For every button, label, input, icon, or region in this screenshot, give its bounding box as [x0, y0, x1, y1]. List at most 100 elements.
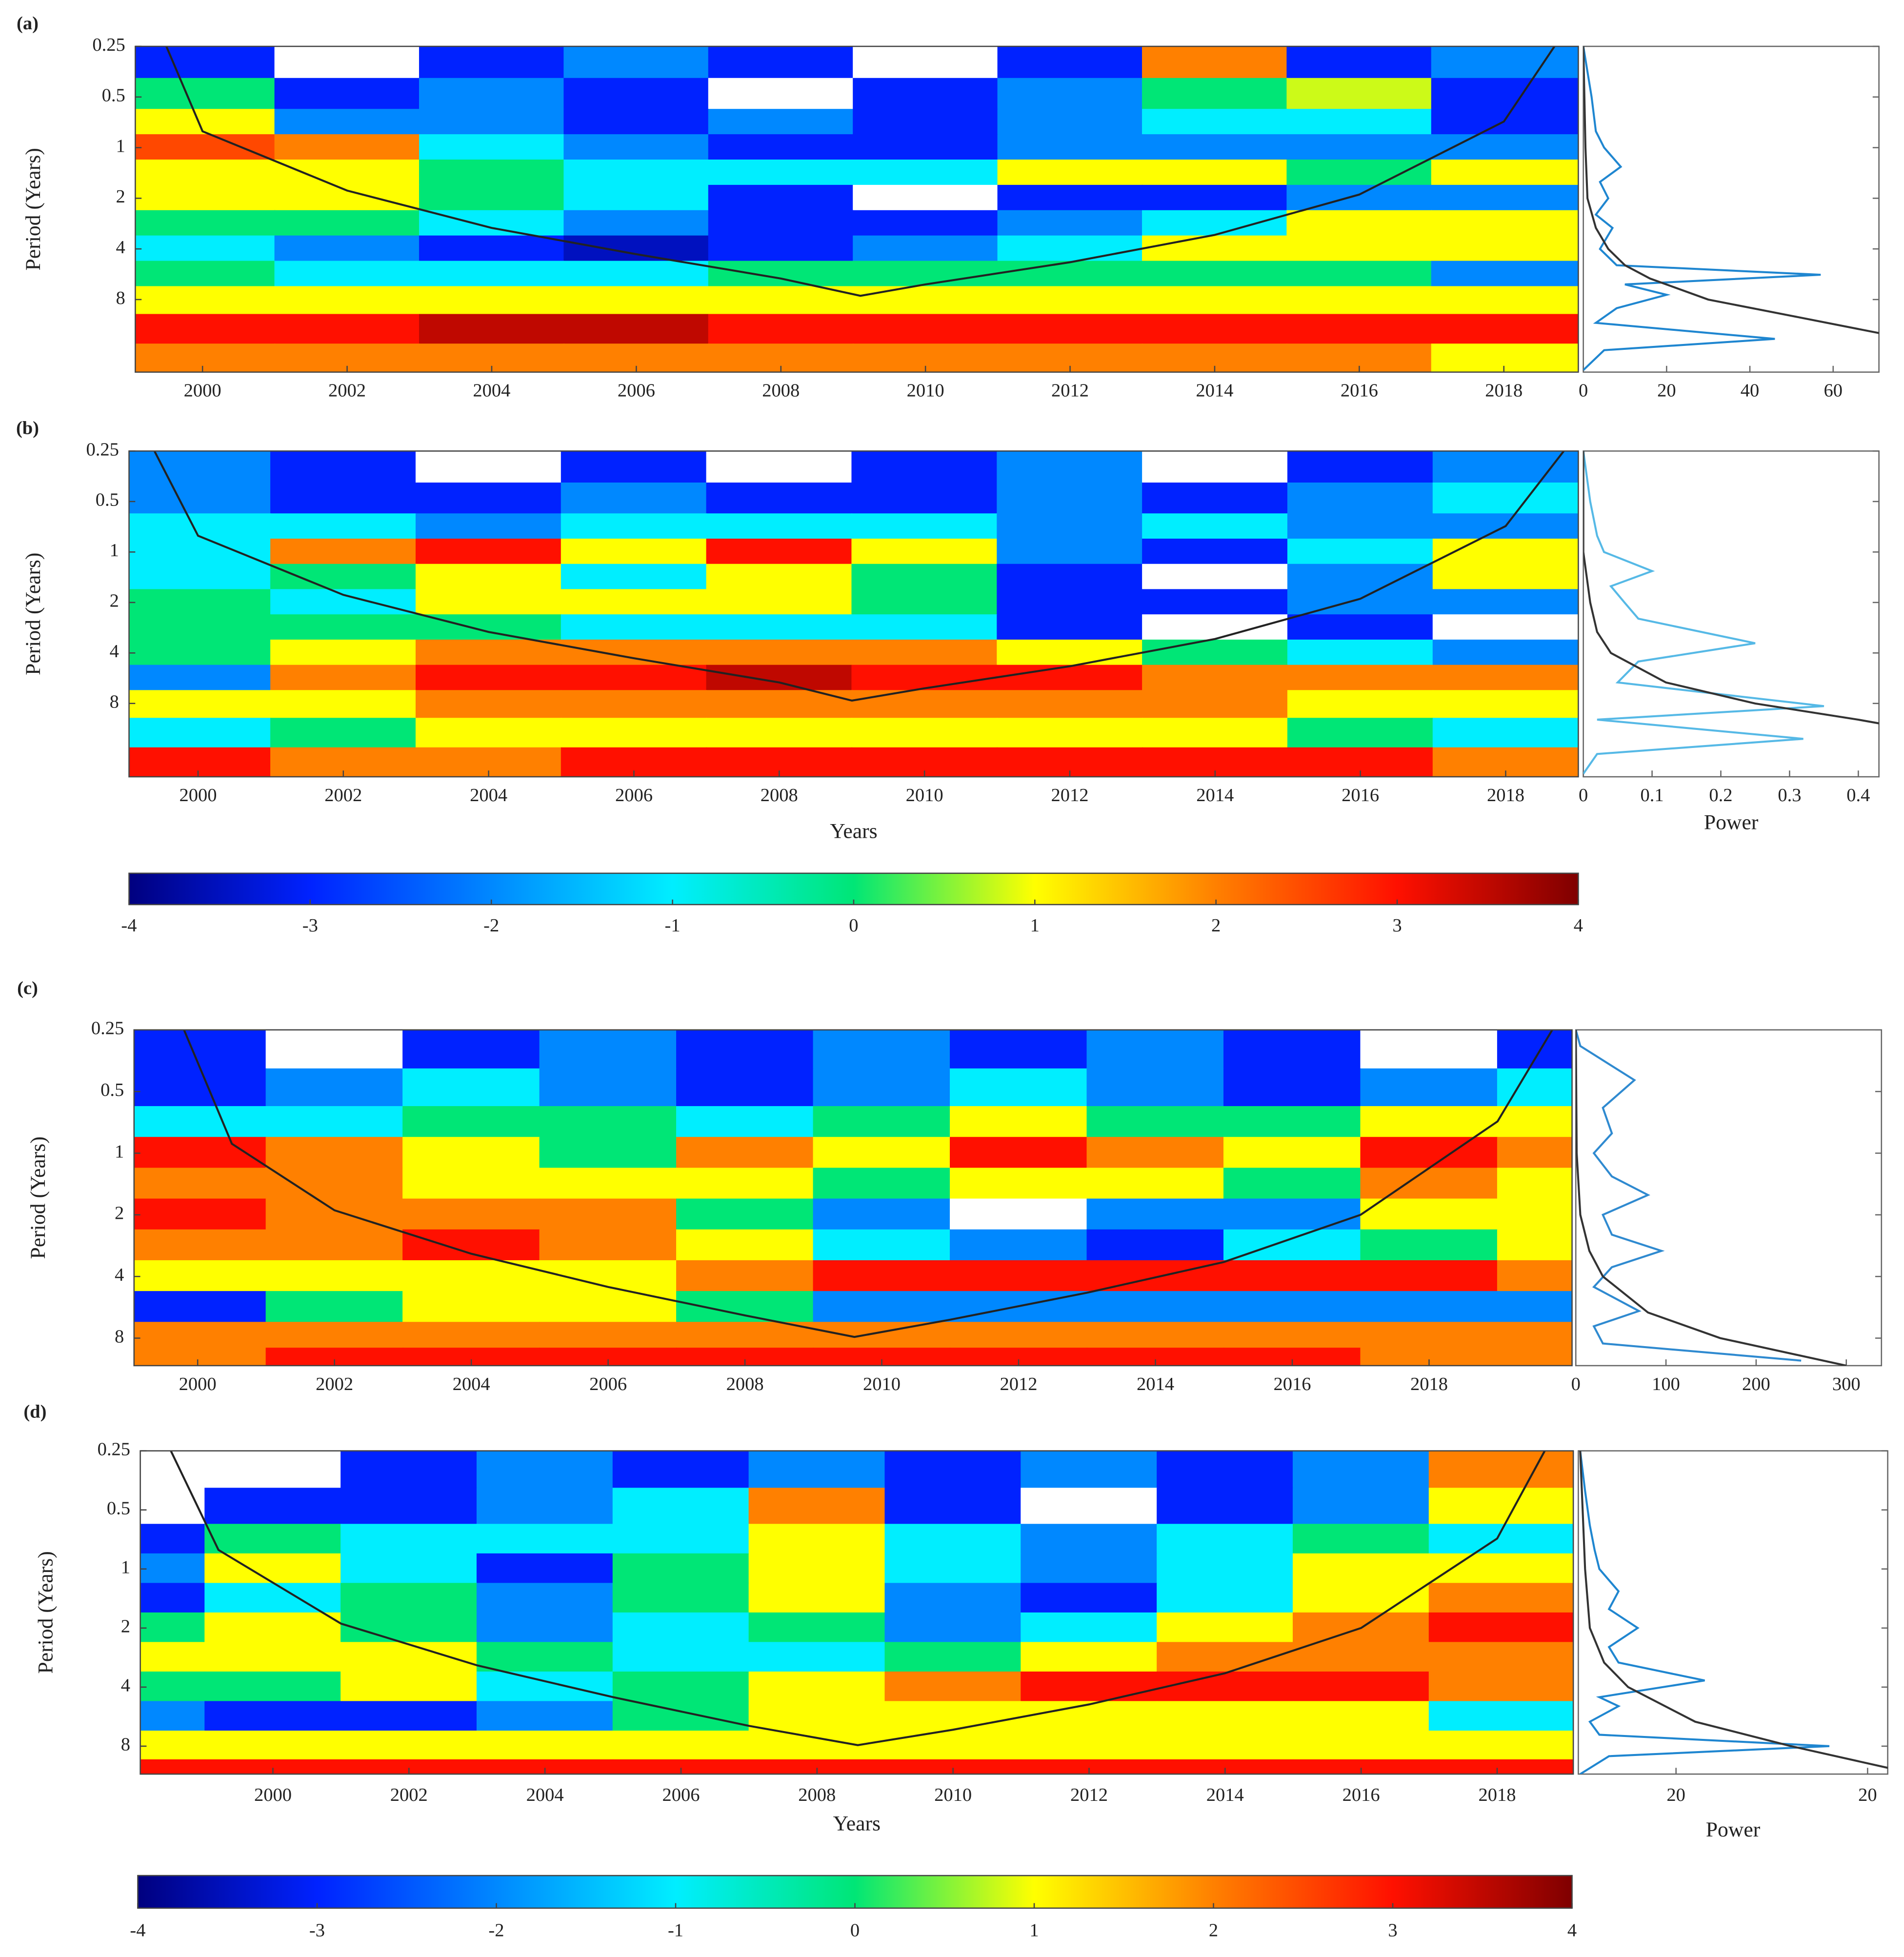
heatmap-cell: [274, 109, 420, 135]
heatmap-cell: [950, 1229, 1088, 1261]
heatmap-cell: [612, 1451, 750, 1489]
heatmap-cell: [1286, 46, 1432, 79]
heatmap-cell: [884, 1642, 1022, 1673]
heatmap-cell: [851, 718, 998, 748]
heatmap-cell: [341, 1730, 478, 1760]
x-tick-label: 2000: [179, 1374, 217, 1394]
heatmap-cell: [612, 1524, 750, 1554]
heatmap-cell: [135, 235, 276, 262]
heatmap-cell: [1223, 1229, 1361, 1261]
heatmap-cell: [813, 1291, 951, 1323]
heatmap-cell: [1428, 1642, 1574, 1673]
heatmap-cell: [129, 614, 271, 641]
heatmap-cell: [341, 1488, 478, 1525]
heatmap-cell: [140, 1488, 205, 1525]
heatmap-cell: [563, 78, 709, 110]
heatmap-cell: [1431, 261, 1579, 287]
heatmap-cell: [415, 639, 562, 666]
heatmap-cell: [1142, 589, 1288, 615]
heatmap-cell: [851, 451, 998, 484]
heatmap-cell: [884, 1671, 1022, 1702]
heatmap-cell: [1157, 1451, 1294, 1489]
x-tick-label: 2008: [798, 1785, 836, 1805]
heatmap-cell: [129, 451, 271, 484]
heatmap-cell: [419, 78, 564, 110]
heatmap-cell: [1432, 639, 1579, 666]
colorbar-tick-label: 4: [1567, 1920, 1577, 1940]
heatmap-cell: [134, 1168, 267, 1200]
heatmap-cell: [561, 513, 707, 540]
heatmap-cell: [1432, 538, 1579, 565]
heatmap-cell: [561, 451, 707, 484]
colorbar-tick-label: -4: [121, 915, 137, 936]
heatmap-cell: [853, 184, 999, 211]
heatmap-cell: [1432, 589, 1579, 615]
heatmap-cell: [1157, 1612, 1294, 1643]
heatmap-cell: [1142, 210, 1287, 237]
heatmap-cell: [1086, 1260, 1224, 1292]
heatmap-cell: [265, 1291, 403, 1323]
heatmap-cell: [884, 1524, 1022, 1554]
heatmap-cell: [129, 718, 271, 748]
x-tick-label: 2010: [863, 1374, 901, 1394]
x-tick-label: 2018: [1487, 785, 1524, 806]
heatmap-cell: [561, 718, 707, 748]
heatmap-cell: [135, 184, 276, 211]
x-tick-label: 2006: [618, 381, 655, 401]
y-tick-label: 8: [116, 288, 125, 308]
x-tick-label: 2016: [1273, 1374, 1311, 1394]
heatmap-cell: [135, 46, 276, 79]
x-axis-label: Years: [830, 820, 877, 843]
heatmap-cell: [997, 78, 1143, 110]
x-tick-label: 2006: [589, 1374, 627, 1394]
heatmap-cell: [476, 1671, 614, 1702]
heatmap-cell: [676, 1291, 814, 1323]
heatmap-cell: [265, 1106, 403, 1138]
power-tick-label: 0.1: [1641, 785, 1664, 806]
significance-line: [1583, 46, 1879, 334]
heatmap-cell: [748, 1730, 885, 1760]
panel-label: (b): [16, 418, 39, 439]
heatmap-cell: [1431, 109, 1579, 135]
wavelet-power-map: [129, 451, 1579, 777]
heatmap-cell: [1086, 1198, 1224, 1231]
heatmap-cell: [813, 1029, 951, 1069]
heatmap-cell: [884, 1730, 1022, 1760]
x-tick-label: 2004: [453, 1374, 490, 1394]
heatmap-cell: [1021, 1583, 1158, 1614]
heatmap-cell: [402, 1029, 541, 1069]
heatmap-cell: [563, 286, 709, 315]
heatmap-cell: [402, 1068, 541, 1107]
heatmap-cell: [1223, 1029, 1361, 1069]
x-tick-label: 2014: [1196, 381, 1233, 401]
x-tick-label: 2002: [316, 1374, 353, 1394]
heatmap-cell: [539, 1198, 677, 1231]
heatmap-cell: [997, 184, 1143, 211]
heatmap-cell: [851, 639, 998, 666]
heatmap-cell: [1086, 1137, 1224, 1169]
x-tick-label: 2018: [1410, 1374, 1448, 1394]
heatmap-cell: [1286, 184, 1432, 211]
heatmap-cell: [140, 1701, 205, 1732]
heatmap-cell: [270, 690, 417, 719]
y-axis-label: Period (Years): [21, 553, 45, 675]
heatmap-cell: [129, 665, 271, 691]
y-axis-label: Period (Years): [21, 148, 45, 270]
heatmap-cell: [1360, 1322, 1498, 1349]
heatmap-cell: [270, 451, 417, 484]
significance-line: [1583, 451, 1879, 725]
heatmap-cell: [1021, 1642, 1158, 1673]
heatmap-cell: [129, 690, 271, 719]
heatmap-cell: [708, 160, 854, 186]
x-tick-label: 2002: [328, 381, 366, 401]
heatmap-cell: [1497, 1029, 1572, 1069]
heatmap-cell: [134, 1260, 267, 1292]
power-tick-label: 20: [1666, 1785, 1685, 1805]
heatmap-cell: [1021, 1451, 1158, 1489]
heatmap-cell: [341, 1524, 478, 1554]
heatmap-cell: [748, 1553, 885, 1584]
heatmap-cell: [140, 1553, 205, 1584]
plot-frame: [133, 1029, 1573, 1367]
heatmap-cell: [265, 1322, 403, 1349]
